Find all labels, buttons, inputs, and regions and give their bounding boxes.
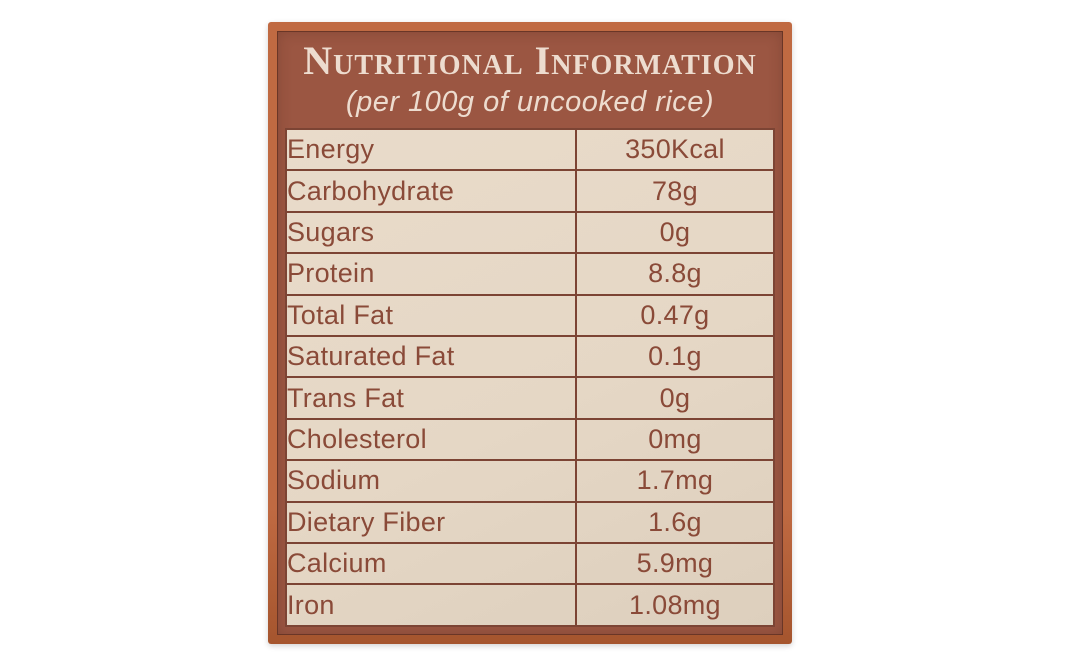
nutrient-value: 1.08mg xyxy=(574,583,776,627)
label-panel: Nutritional Information (per 100g of unc… xyxy=(277,31,783,635)
table-row: Iron 1.08mg xyxy=(285,583,776,627)
nutrient-value: 8.8g xyxy=(574,252,776,296)
table-row: Sodium 1.7mg xyxy=(285,459,776,503)
table-row: Saturated Fat 0.1g xyxy=(285,335,776,379)
table-row: Cholesterol 0mg xyxy=(285,417,776,462)
table-row: Energy 350Kcal xyxy=(285,127,776,172)
nutrient-value: 78g xyxy=(574,169,776,213)
nutrient-name: Carbohydrate xyxy=(285,169,577,213)
nutrient-value: 0g xyxy=(574,376,776,420)
nutrient-value: 350Kcal xyxy=(574,127,776,172)
table-row: Sugars 0g xyxy=(285,210,776,255)
nutrient-name: Iron xyxy=(285,583,577,627)
table-row: Protein 8.8g xyxy=(285,252,776,296)
table-row: Trans Fat 0g xyxy=(285,376,776,420)
nutrient-value: 1.6g xyxy=(574,500,776,545)
label-subtitle: (per 100g of uncooked rice) xyxy=(345,86,715,119)
nutrient-value: 0.47g xyxy=(574,293,776,338)
nutrient-name: Cholesterol xyxy=(285,417,577,462)
nutrient-name: Sugars xyxy=(285,210,577,255)
table-row: Calcium 5.9mg xyxy=(285,542,776,586)
nutrient-name: Calcium xyxy=(285,542,577,586)
nutrient-name: Protein xyxy=(285,252,577,296)
label-header: Nutritional Information (per 100g of unc… xyxy=(285,31,775,128)
nutrient-name: Energy xyxy=(285,127,577,172)
label-title: Nutritional Information xyxy=(303,38,757,84)
nutrient-name: Sodium xyxy=(285,459,577,503)
nutrition-label: Nutritional Information (per 100g of unc… xyxy=(268,22,792,644)
nutrient-name: Dietary Fiber xyxy=(285,500,577,545)
nutrient-value: 0mg xyxy=(574,417,776,462)
nutrition-table: Energy 350Kcal Carbohydrate 78g Sugars 0g Prot… xyxy=(285,127,776,627)
table-row: Dietary Fiber 1.6g xyxy=(285,500,776,545)
nutrient-name: Saturated Fat xyxy=(285,335,577,379)
nutrient-value: 0.1g xyxy=(574,335,776,379)
table-row: Carbohydrate 78g xyxy=(285,169,776,213)
nutrient-name: Total Fat xyxy=(285,293,577,338)
table-row: Total Fat 0.47g xyxy=(285,293,776,338)
nutrient-value: 5.9mg xyxy=(574,542,776,586)
nutrient-name: Trans Fat xyxy=(285,376,577,420)
nutrition-table-body: Energy 350Kcal Carbohydrate 78g Sugars 0g Prot… xyxy=(285,127,776,627)
nutrient-value: 0g xyxy=(574,210,776,255)
nutrient-value: 1.7mg xyxy=(574,459,776,503)
